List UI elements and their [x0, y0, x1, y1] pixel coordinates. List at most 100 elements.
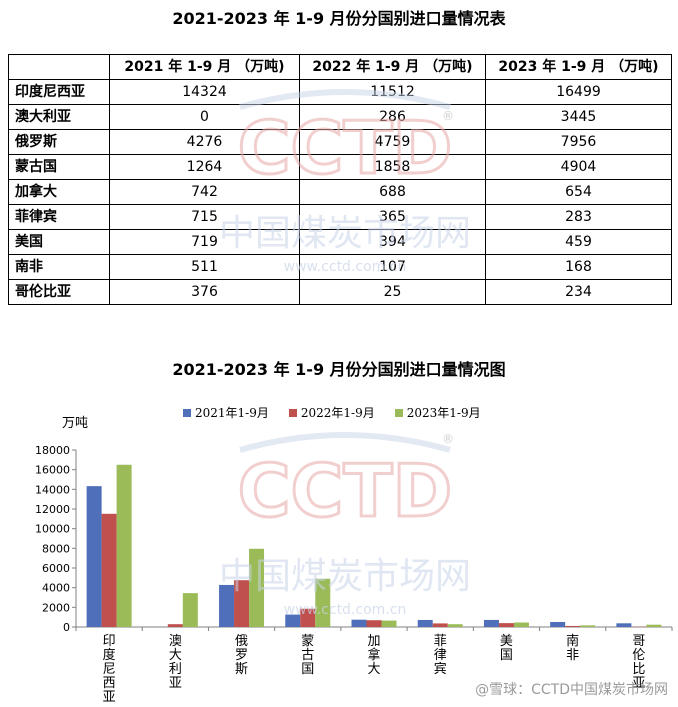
value-cell-2023: 3445 — [485, 104, 672, 130]
x-tick-label-char: 国 — [301, 662, 314, 677]
value-cell-2022: 25 — [299, 279, 486, 305]
x-tick-label-char: 蒙 — [301, 634, 314, 649]
legend-swatch-2021 — [183, 408, 191, 417]
value-cell-2021: 0 — [109, 104, 300, 130]
header-2023: 2023 年 1-9 月 （万吨) — [485, 54, 672, 80]
x-tick-label-char: 西 — [103, 676, 116, 691]
bar-美国-2023年1-9月 — [513, 622, 529, 627]
value-cell-2022: 286 — [299, 104, 486, 130]
legend-item-2021: 2021年1-9月 — [183, 404, 269, 421]
x-tick-label: 俄罗斯 — [235, 634, 248, 677]
x-tick-label-char: 国 — [500, 648, 513, 663]
x-tick-label: 美国 — [500, 634, 513, 663]
x-tick-label: 哥伦比亚 — [632, 634, 645, 691]
x-tick-label-char: 南 — [566, 633, 579, 649]
y-tick-label: 14000 — [35, 483, 70, 496]
value-cell-2021: 1264 — [109, 154, 300, 180]
bar-加拿大-2021年1-9月 — [351, 619, 367, 627]
x-tick-label: 蒙古国 — [301, 634, 314, 677]
table-row: 俄罗斯 4276 4759 7956 — [8, 129, 672, 155]
x-tick-label-char: 加 — [367, 634, 380, 649]
value-cell-2022: 4759 — [299, 129, 486, 155]
y-tick-label: 8000 — [42, 542, 70, 555]
value-cell-2023: 4904 — [485, 154, 672, 180]
country-cell: 南非 — [8, 254, 110, 280]
value-cell-2023: 283 — [485, 204, 672, 230]
legend-item-2022: 2022年1-9月 — [288, 404, 375, 421]
table-row: 哥伦比亚 376 25 234 — [8, 279, 672, 305]
y-tick-label: 4000 — [42, 582, 70, 595]
value-cell-2022: 11512 — [299, 79, 486, 105]
country-cell: 蒙古国 — [8, 154, 110, 180]
x-tick-label-char: 美 — [500, 634, 513, 649]
table-row: 蒙古国 1264 1858 4904 — [8, 154, 672, 180]
y-tick-label: 16000 — [35, 464, 70, 477]
header-2021: 2021 年 1-9 月 （万吨) — [109, 54, 300, 80]
legend-swatch-2023 — [394, 408, 403, 417]
value-cell-2021: 14324 — [109, 79, 300, 105]
value-cell-2021: 4276 — [109, 129, 300, 155]
table-title: 2021-2023 年 1-9 月份分国别进口量情况表 — [172, 9, 506, 28]
x-tick-label-char: 澳 — [169, 633, 182, 649]
header-2022: 2022 年 1-9 月 （万吨) — [299, 54, 486, 80]
bar-澳大利亚-2022年1-9月 — [167, 624, 183, 627]
x-tick-label-char: 大 — [169, 648, 182, 663]
country-cell: 俄罗斯 — [8, 129, 110, 155]
x-tick-label-char: 古 — [301, 648, 314, 663]
x-tick-label: 印度尼西亚 — [103, 634, 116, 705]
x-tick-label-char: 非 — [566, 648, 579, 663]
table-row: 南非 511 107 168 — [8, 254, 672, 280]
value-cell-2023: 7956 — [485, 129, 672, 155]
value-cell-2021: 719 — [109, 229, 300, 255]
value-cell-2022: 107 — [299, 254, 486, 280]
value-cell-2023: 654 — [485, 179, 672, 205]
value-cell-2022: 1858 — [299, 154, 486, 180]
chart-legend: 2021年1-9月 2022年1-9月 2023年1-9月 — [183, 404, 481, 421]
x-tick-label-char: 伦 — [632, 648, 645, 663]
x-tick-label-char: 菲 — [434, 634, 447, 649]
y-tick-label: 6000 — [42, 562, 70, 575]
x-tick-label-char: 罗 — [235, 648, 248, 663]
bar-蒙古国-2022年1-9月 — [300, 608, 316, 627]
x-tick-label-char: 比 — [632, 662, 645, 677]
value-cell-2021: 715 — [109, 204, 300, 230]
legend-swatch-2022 — [288, 408, 297, 417]
x-tick-label-char: 斯 — [235, 662, 248, 677]
value-cell-2022: 394 — [299, 229, 486, 255]
country-cell: 菲律宾 — [8, 204, 110, 230]
bar-印度尼西亚-2022年1-9月 — [101, 513, 117, 627]
bar-chart: 0 2000 4000 6000 8000 10000 12000 14000 16000 180… — [35, 444, 673, 705]
bar-加拿大-2022年1-9月 — [366, 620, 382, 627]
bar-蒙古国-2021年1-9月 — [285, 614, 301, 627]
x-tick-label-char: 印 — [103, 634, 116, 649]
legend-label-2021: 2021年1-9月 — [195, 406, 269, 420]
x-tick-label-char: 大 — [367, 662, 380, 677]
bar-印度尼西亚-2023年1-9月 — [116, 464, 132, 627]
y-axis-unit: 万吨 — [62, 416, 89, 431]
header-blank — [8, 54, 110, 80]
bar-蒙古国-2023年1-9月 — [315, 578, 331, 627]
legend-label-2022: 2022年1-9月 — [300, 406, 375, 420]
bar-菲律宾-2023年1-9月 — [447, 624, 463, 627]
x-tick-label: 加拿大 — [367, 634, 380, 677]
x-tick-label-char: 利 — [169, 662, 182, 677]
y-tick-label: 10000 — [35, 523, 70, 536]
bar-哥伦比亚-2021年1-9月 — [616, 623, 632, 627]
bar-俄罗斯-2021年1-9月 — [219, 584, 235, 627]
x-tick-label: 菲律宾 — [434, 634, 447, 677]
country-cell: 加拿大 — [8, 179, 110, 205]
table-row: 美国 719 394 459 — [8, 229, 672, 255]
bar-南非-2021年1-9月 — [550, 621, 566, 627]
bar-美国-2022年1-9月 — [498, 623, 514, 627]
bar-南非-2023年1-9月 — [580, 625, 596, 627]
x-tick-label-char: 度 — [103, 647, 116, 663]
value-cell-2022: 688 — [299, 179, 486, 205]
value-cell-2023: 459 — [485, 229, 672, 255]
x-tick-label-char: 俄 — [235, 634, 248, 649]
x-tick-label: 澳大利亚 — [169, 633, 182, 691]
footer-attribution: @雪球：CCTD中国煤炭市场网 — [475, 682, 668, 698]
table-row: 加拿大 742 688 654 — [8, 179, 672, 205]
country-cell: 澳大利亚 — [8, 104, 110, 130]
x-tick-label-char: 尼 — [103, 662, 116, 677]
bar-澳大利亚-2023年1-9月 — [182, 593, 198, 627]
